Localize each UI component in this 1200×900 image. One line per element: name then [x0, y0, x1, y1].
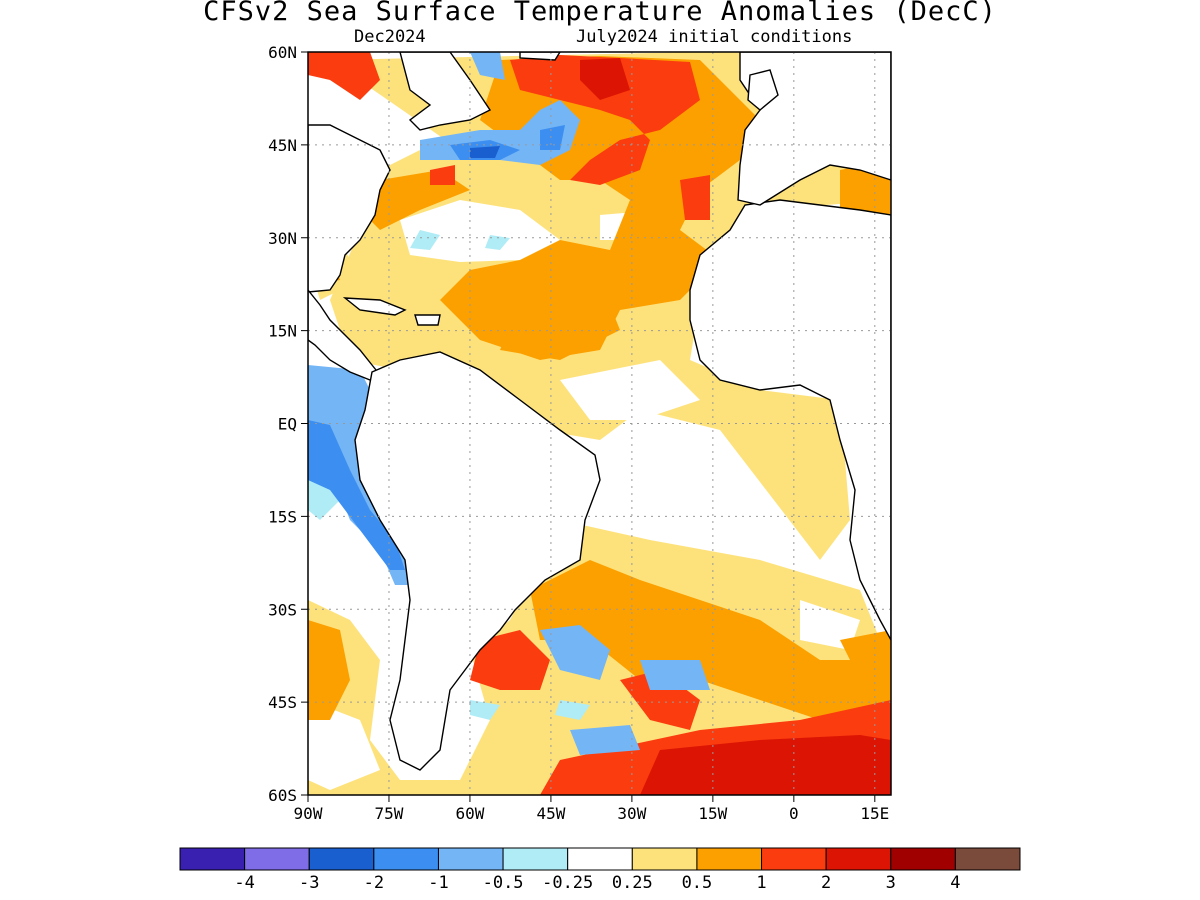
lat-tick-label: 45N	[268, 136, 297, 155]
graticule	[308, 52, 891, 795]
colorbar-label: 0.25	[612, 873, 653, 893]
colorbar-swatch	[502, 847, 569, 871]
lon-tick-label: 90W	[294, 804, 323, 823]
cuba	[342, 297, 407, 316]
colorbar-swatch	[631, 847, 698, 871]
colorbar-label: 2	[821, 873, 831, 893]
colorbar-label: -0.25	[542, 873, 593, 893]
africa	[689, 199, 891, 641]
colorbar-swatch	[244, 847, 310, 871]
colorbar-swatch	[954, 847, 1021, 871]
coastlines	[308, 52, 891, 771]
colorbar-label: -0.5	[483, 873, 524, 893]
lon-tick-label: 45W	[536, 804, 565, 823]
british-isles	[747, 69, 779, 111]
lat-tick-label: EQ	[278, 415, 297, 434]
colorbar-label: -3	[299, 873, 319, 893]
lat-tick-label: 60S	[268, 786, 297, 805]
colorbar-swatch	[890, 847, 956, 871]
lat-tick-label: 15S	[268, 507, 297, 526]
lon-tick-label: 60W	[455, 804, 484, 823]
anomaly-2-3	[580, 58, 891, 795]
lat-tick-label: 45S	[268, 693, 297, 712]
forecast-month: Dec2024	[354, 27, 426, 47]
lon-tick-label: 15E	[860, 804, 889, 823]
colorbar-swatch	[761, 847, 827, 871]
colorbar-labels: -4 -3 -2 -1 -0.5 -0.25 0.25 0.5 1 2 3 4	[234, 873, 960, 893]
colorbar-label: 4	[950, 873, 960, 893]
colorbar-swatch	[437, 847, 504, 871]
colorbar-swatch	[179, 847, 246, 871]
colorbar-swatch	[696, 847, 763, 871]
colorbar-label: -1	[428, 873, 448, 893]
greenland-iceland	[519, 52, 561, 61]
lon-tick-label: 30W	[617, 804, 646, 823]
colorbar-swatch	[567, 847, 633, 871]
lon-tick-label: 15W	[698, 804, 727, 823]
colorbar-label: -4	[234, 873, 254, 893]
initial-conditions: July2024 initial conditions	[576, 27, 853, 47]
latitude-axis: 60N 45N 30N 15N EQ 15S 30S 45S 60S	[268, 43, 308, 805]
longitude-axis: 90W 75W 60W 45W 30W 15W 0 15E	[294, 795, 889, 823]
colorbar-label: 0.5	[682, 873, 713, 893]
north-america	[308, 124, 391, 293]
canada-maritimes	[399, 52, 492, 131]
lat-tick-label: 60N	[268, 43, 297, 62]
lat-tick-label: 30N	[268, 229, 297, 248]
colorbar-swatches	[179, 847, 1021, 871]
south-america	[354, 351, 601, 771]
lat-tick-label: 15N	[268, 322, 297, 341]
lon-tick-label: 0	[789, 804, 799, 823]
colorbar-swatch	[373, 847, 439, 871]
colorbar-label: 3	[886, 873, 896, 893]
map-title: CFSv2 Sea Surface Temperature Anomalies …	[203, 0, 997, 27]
colorbar-label: 1	[756, 873, 766, 893]
lat-tick-label: 30S	[268, 600, 297, 619]
lon-tick-label: 75W	[375, 804, 404, 823]
colorbar-swatch	[308, 847, 375, 871]
colorbar-label: -2	[364, 873, 384, 893]
anomaly-cold-deep	[470, 146, 500, 158]
hispaniola	[414, 314, 441, 326]
colorbar-swatch	[825, 847, 892, 871]
